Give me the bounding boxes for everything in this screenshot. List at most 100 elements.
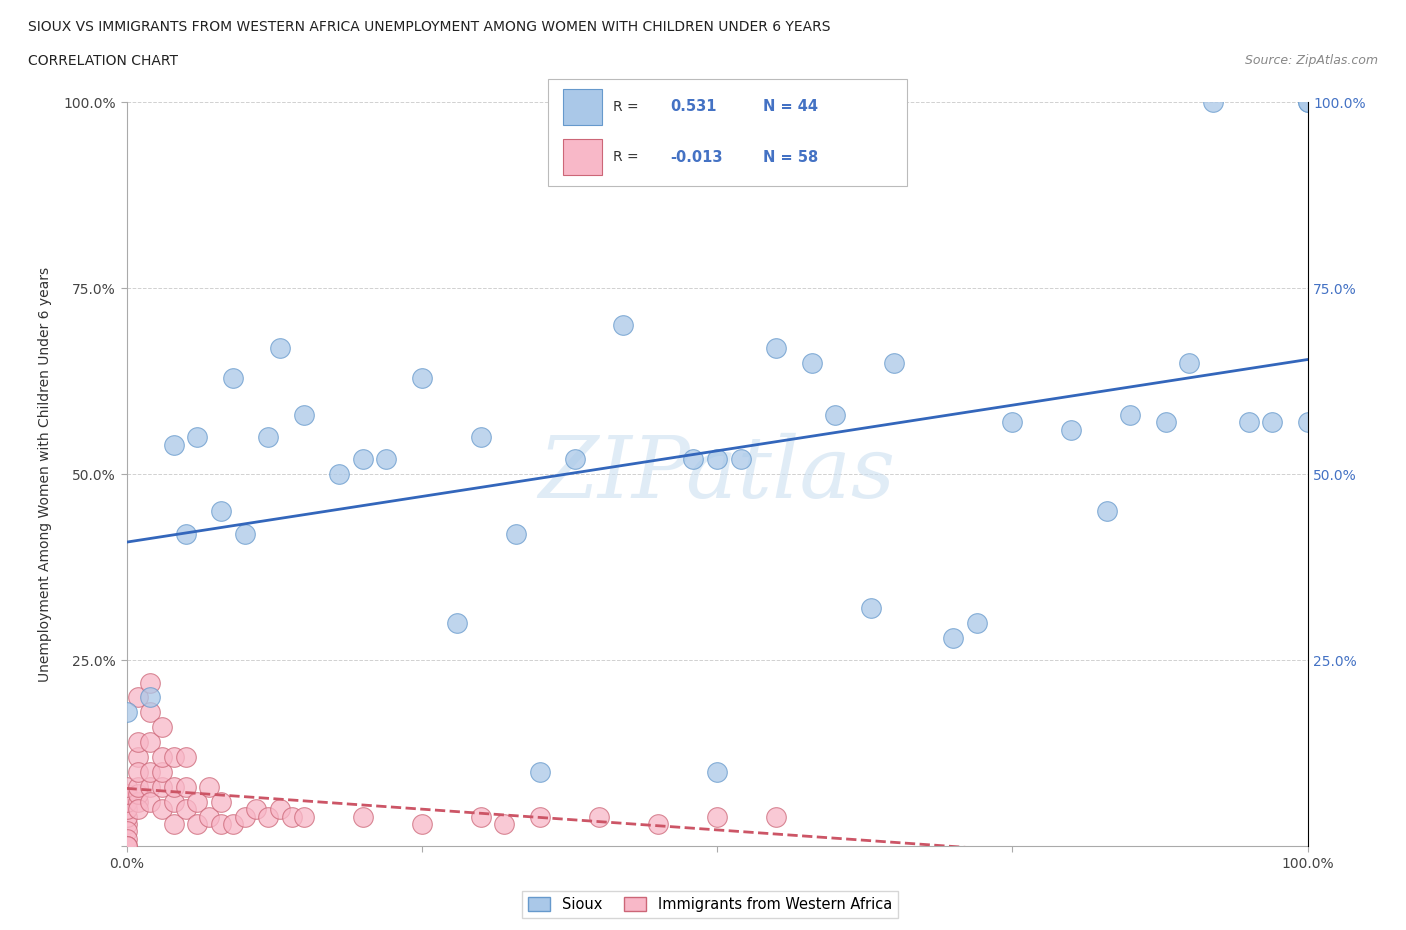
Point [706, 452, 728, 467]
Text: SIOUX VS IMMIGRANTS FROM WESTERN AFRICA UNEMPLOYMENT AMONG WOMEN WITH CHILDREN U: SIOUX VS IMMIGRANTS FROM WESTERN AFRICA … [28, 20, 831, 34]
Point [139, 764, 162, 779]
Point [163, 437, 186, 452]
Text: Source: ZipAtlas.com: Source: ZipAtlas.com [1244, 54, 1378, 67]
Point [883, 355, 905, 370]
Point [115, 839, 138, 854]
Point [222, 370, 245, 385]
Point [1119, 407, 1142, 422]
Point [824, 407, 846, 422]
Point [859, 601, 882, 616]
Point [292, 407, 315, 422]
Point [115, 817, 138, 831]
Point [174, 526, 197, 541]
Point [1261, 415, 1284, 430]
Point [411, 370, 433, 385]
Point [139, 794, 162, 809]
Point [139, 690, 162, 705]
Point [966, 616, 988, 631]
Point [1296, 415, 1319, 430]
Point [1202, 95, 1225, 110]
Point [800, 355, 823, 370]
Point [1154, 415, 1177, 430]
Text: N = 58: N = 58 [763, 150, 818, 165]
Point [127, 690, 149, 705]
Point [115, 831, 138, 846]
Point [127, 794, 149, 809]
Point [139, 735, 162, 750]
Point [209, 794, 232, 809]
Point [198, 779, 221, 794]
Point [682, 452, 704, 467]
Point [505, 526, 527, 541]
Point [115, 802, 138, 817]
Point [529, 809, 551, 824]
Text: CORRELATION CHART: CORRELATION CHART [28, 54, 179, 68]
Point [730, 452, 752, 467]
Point [163, 779, 186, 794]
Point [765, 809, 787, 824]
Point [281, 809, 304, 824]
Point [233, 809, 256, 824]
Text: -0.013: -0.013 [671, 150, 723, 165]
Point [115, 809, 138, 824]
Point [174, 779, 197, 794]
Point [150, 764, 173, 779]
Point [352, 809, 374, 824]
Point [529, 764, 551, 779]
Point [1060, 422, 1083, 437]
Text: 0.531: 0.531 [671, 100, 717, 114]
Point [139, 779, 162, 794]
Point [186, 794, 208, 809]
Point [115, 705, 138, 720]
Text: N = 44: N = 44 [763, 100, 818, 114]
Y-axis label: Unemployment Among Women with Children Under 6 years: Unemployment Among Women with Children U… [38, 267, 52, 682]
Legend: Sioux, Immigrants from Western Africa: Sioux, Immigrants from Western Africa [523, 891, 897, 918]
Point [150, 750, 173, 764]
Point [233, 526, 256, 541]
Point [375, 452, 398, 467]
Point [127, 750, 149, 764]
Point [115, 779, 138, 794]
Point [139, 705, 162, 720]
Text: R =: R = [613, 100, 643, 113]
Point [1237, 415, 1260, 430]
Point [564, 452, 586, 467]
Point [706, 764, 728, 779]
Point [127, 779, 149, 794]
Point [245, 802, 267, 817]
Point [163, 817, 186, 831]
Point [328, 467, 350, 482]
Point [115, 824, 138, 839]
Point [150, 779, 173, 794]
Point [198, 809, 221, 824]
Point [411, 817, 433, 831]
Point [209, 504, 232, 519]
Point [115, 794, 138, 809]
Point [612, 318, 634, 333]
Bar [562, 139, 602, 175]
Text: ZIPatlas: ZIPatlas [538, 433, 896, 515]
Point [115, 787, 138, 802]
Point [292, 809, 315, 824]
Point [1296, 95, 1319, 110]
Bar [562, 88, 602, 125]
Point [1296, 95, 1319, 110]
Point [647, 817, 669, 831]
Point [209, 817, 232, 831]
Point [115, 839, 138, 854]
Point [139, 675, 162, 690]
Point [470, 809, 492, 824]
Point [186, 430, 208, 445]
Point [470, 430, 492, 445]
Point [269, 340, 291, 355]
Point [269, 802, 291, 817]
Point [150, 802, 173, 817]
Point [446, 616, 468, 631]
Point [222, 817, 245, 831]
Point [494, 817, 516, 831]
Point [352, 452, 374, 467]
Point [1001, 415, 1024, 430]
Point [127, 735, 149, 750]
Point [127, 787, 149, 802]
Point [163, 794, 186, 809]
